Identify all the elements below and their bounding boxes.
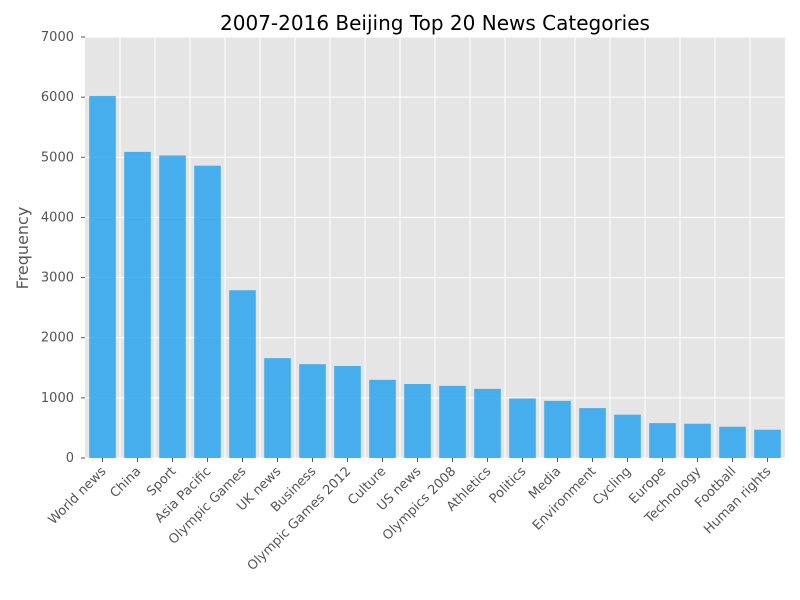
y-axis: 0 1000 2000 3000 4000 5000 6000 7000 [41, 30, 85, 466]
bar [509, 398, 536, 458]
bar [264, 358, 291, 458]
y-tick-label: 3000 [41, 271, 74, 286]
x-tick-label: Cycling [590, 464, 634, 508]
bar [159, 155, 186, 458]
y-tick-label: 2000 [41, 331, 74, 346]
x-tick-label: China [107, 464, 144, 501]
x-tick-label: Politics [487, 464, 530, 507]
y-tick-label: 7000 [41, 30, 74, 45]
bar [754, 429, 781, 458]
y-axis-label: Frequency [13, 207, 32, 290]
bar [579, 408, 606, 458]
bar [194, 165, 221, 458]
y-tick-label: 6000 [41, 90, 74, 105]
bar [229, 290, 256, 458]
bar [649, 423, 676, 458]
bar [719, 426, 746, 458]
bars-group [89, 95, 781, 458]
bar [124, 151, 151, 458]
bar [89, 95, 116, 458]
chart-title: 2007-2016 Beijing Top 20 News Categories [220, 11, 650, 35]
bar [404, 384, 431, 458]
x-tick-label: World news [46, 464, 110, 528]
bar [544, 400, 571, 458]
bar [439, 385, 466, 458]
y-tick-label: 0 [66, 451, 74, 466]
grid-lines [85, 36, 785, 459]
y-tick-label: 1000 [41, 391, 74, 406]
y-tick-label: 5000 [41, 150, 74, 165]
y-tick-label: 4000 [41, 210, 74, 225]
bar [334, 365, 361, 458]
bar [369, 379, 396, 458]
bar [474, 388, 501, 458]
bar [614, 414, 641, 458]
bar [299, 364, 326, 458]
bar [684, 423, 711, 458]
x-tick-label: Environment [530, 464, 599, 533]
